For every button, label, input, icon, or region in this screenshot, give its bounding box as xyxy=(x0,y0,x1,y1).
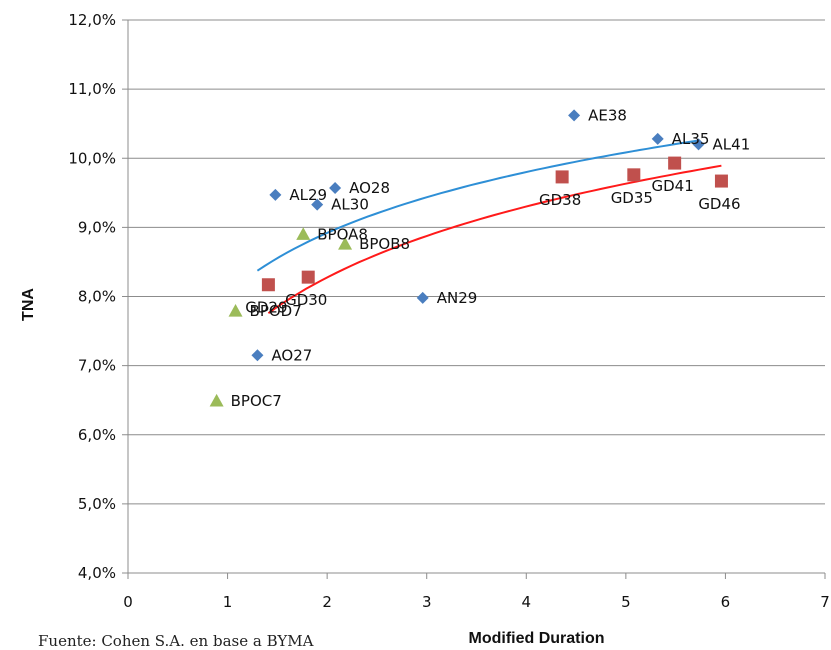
data-label-al35: AL35 xyxy=(672,130,710,148)
data-label-ao27: AO27 xyxy=(271,346,312,364)
y-tick-label: 8,0% xyxy=(78,288,116,306)
axes xyxy=(122,19,826,579)
data-label-gd38: GD38 xyxy=(539,191,581,209)
data-label-gd35: GD35 xyxy=(611,189,653,207)
data-point-gd29 xyxy=(261,278,275,292)
trendlines xyxy=(256,139,722,315)
x-tick-label: 0 xyxy=(123,593,133,611)
trendline-1 xyxy=(256,139,699,272)
trendline-2 xyxy=(267,164,722,315)
x-tick-label: 4 xyxy=(522,593,532,611)
y-tick-label: 7,0% xyxy=(78,357,116,375)
data-label-gd30: GD30 xyxy=(285,291,327,309)
data-point-al30 xyxy=(311,198,324,211)
data-label-gd41: GD41 xyxy=(652,177,694,195)
data-point-ao28 xyxy=(329,181,342,194)
data-point-ao27 xyxy=(251,349,264,362)
data-label-bpob8: BPOB8 xyxy=(359,235,410,253)
data-point-bpoc7 xyxy=(209,393,224,407)
x-axis-title: Modified Duration xyxy=(469,630,605,647)
data-label-bpoa8: BPOA8 xyxy=(317,225,368,243)
data-point-al35 xyxy=(651,132,664,145)
data-point-gd41 xyxy=(668,156,682,170)
data-label-bpoc7: BPOC7 xyxy=(231,392,282,410)
x-tick-labels: 0 1 2 3 4 5 6 7 xyxy=(123,593,830,611)
y-tick-labels: 4,0% 5,0% 6,0% 7,0% 8,0% 9,0% 10,0% 11,0% 12,0% xyxy=(68,11,116,582)
data-label-ae38: AE38 xyxy=(588,106,627,124)
source-note: Fuente: Cohen S.A. en base a BYMA xyxy=(38,632,314,650)
data-label-an29: AN29 xyxy=(437,289,478,307)
data-point-ae38 xyxy=(568,109,581,122)
x-tick-label: 3 xyxy=(422,593,432,611)
data-point-gd35 xyxy=(627,168,641,182)
y-tick-label: 10,0% xyxy=(68,149,116,167)
data-point-bpob8 xyxy=(338,236,353,250)
data-point-al41 xyxy=(692,138,705,151)
y-axis-title: TNA xyxy=(20,288,37,321)
y-tick-label: 6,0% xyxy=(78,426,116,444)
data-point-an29 xyxy=(416,291,429,304)
data-label-al29: AL29 xyxy=(289,186,327,204)
data-point-bpod7 xyxy=(228,304,243,317)
data-label-gd46: GD46 xyxy=(698,195,740,213)
x-tick-label: 7 xyxy=(820,593,830,611)
data-label-gd29: GD29 xyxy=(245,299,287,317)
y-tick-label: 4,0% xyxy=(78,564,116,582)
data-label-al41: AL41 xyxy=(713,135,751,153)
gridlines xyxy=(128,19,825,505)
x-tick-label: 5 xyxy=(621,593,631,611)
data-point-gd38 xyxy=(555,170,569,184)
data-label-bpod7: BPOD7 xyxy=(250,302,302,320)
x-tick-label: 1 xyxy=(223,593,233,611)
x-tick-label: 2 xyxy=(322,593,332,611)
y-tick-label: 12,0% xyxy=(68,11,116,29)
data-label-ao28: AO28 xyxy=(349,179,390,197)
data-point-gd30 xyxy=(301,270,315,284)
data-point-bpoa8 xyxy=(296,227,311,240)
y-tick-label: 5,0% xyxy=(78,495,116,513)
data-point-al29 xyxy=(269,188,282,201)
y-tick-label: 9,0% xyxy=(78,218,116,236)
data-point-gd46 xyxy=(714,174,728,188)
data-points xyxy=(209,109,728,407)
y-tick-label: 11,0% xyxy=(68,80,116,98)
data-label-al30: AL30 xyxy=(331,196,369,214)
x-tick-label: 6 xyxy=(721,593,731,611)
